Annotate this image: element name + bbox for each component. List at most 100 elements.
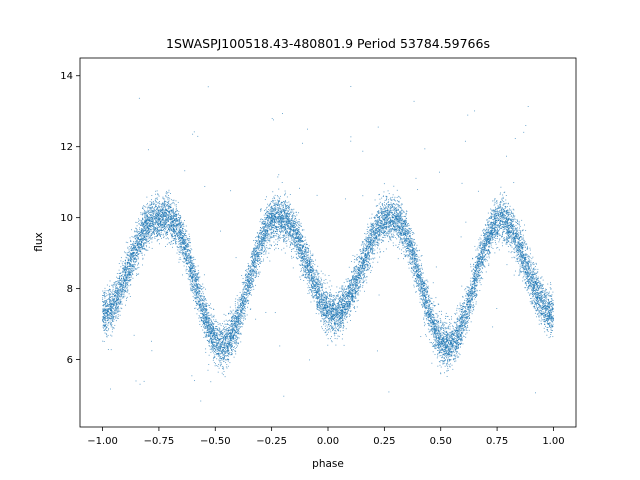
data-point [141, 241, 143, 243]
data-point [540, 313, 542, 315]
data-point [175, 225, 177, 227]
data-point [536, 303, 538, 305]
data-point [512, 229, 513, 231]
data-point [466, 322, 468, 324]
data-point [107, 322, 109, 323]
data-point [540, 291, 542, 293]
data-point [179, 250, 181, 252]
data-point [212, 323, 214, 325]
data-point [322, 313, 324, 315]
data-point [302, 256, 304, 257]
data-point [360, 259, 362, 261]
data-point [513, 220, 515, 222]
data-point [278, 217, 280, 219]
data-point [210, 322, 212, 324]
data-point [357, 268, 359, 269]
data-point [532, 285, 534, 287]
data-point [388, 212, 390, 214]
data-point [306, 283, 308, 285]
data-point [520, 251, 522, 253]
data-point [180, 226, 182, 228]
data-point [455, 338, 457, 339]
data-point [303, 229, 305, 231]
data-point [246, 279, 248, 281]
data-point [181, 238, 183, 240]
data-point [298, 229, 300, 231]
data-point [385, 228, 387, 230]
data-point [121, 280, 123, 282]
data-point [342, 285, 344, 287]
data-point [330, 293, 332, 295]
data-point [193, 286, 195, 288]
data-point [274, 212, 276, 214]
data-point [515, 233, 516, 234]
data-point [445, 341, 447, 343]
data-point [254, 249, 255, 251]
data-point [468, 303, 470, 305]
data-point [341, 309, 343, 311]
data-point [528, 256, 530, 257]
data-point [497, 231, 499, 233]
data-point [513, 182, 515, 184]
data-point [389, 236, 391, 238]
data-point [114, 298, 115, 300]
data-point [231, 344, 232, 346]
data-point [164, 198, 166, 200]
data-point [107, 289, 109, 291]
data-point [163, 228, 164, 230]
data-point [213, 331, 215, 333]
data-point [552, 317, 554, 319]
data-point [118, 273, 120, 274]
data-point [435, 330, 437, 332]
data-point [507, 220, 509, 222]
data-point [399, 210, 401, 212]
data-point [470, 284, 472, 286]
data-point [405, 240, 407, 242]
data-point [478, 255, 480, 257]
data-point [318, 302, 320, 303]
data-point [389, 228, 391, 230]
data-point [493, 231, 495, 232]
data-point [369, 217, 371, 219]
data-point [493, 211, 495, 213]
data-point [259, 243, 261, 245]
data-point [288, 227, 289, 229]
data-point [189, 262, 191, 264]
data-point [286, 202, 288, 204]
data-point [525, 253, 527, 254]
data-point [117, 315, 119, 317]
data-point [312, 282, 314, 283]
data-point [452, 346, 454, 348]
data-point [114, 313, 115, 315]
data-point [289, 241, 291, 242]
data-point [116, 305, 118, 307]
data-point [197, 265, 199, 267]
data-point [384, 217, 386, 219]
data-point [309, 280, 311, 282]
data-point [508, 214, 510, 216]
data-point [531, 303, 533, 305]
data-point [180, 226, 182, 228]
data-point [181, 225, 183, 227]
data-point [217, 337, 219, 339]
data-point [499, 216, 501, 218]
data-point [115, 305, 117, 307]
data-point [472, 283, 474, 285]
data-point [196, 286, 198, 288]
data-point [178, 229, 180, 231]
data-point [356, 256, 358, 258]
data-point [401, 242, 403, 244]
data-point [185, 248, 187, 250]
data-point [544, 295, 546, 296]
data-point [432, 314, 434, 316]
data-point [372, 222, 374, 224]
data-point [523, 257, 525, 259]
data-point [134, 247, 136, 249]
data-point [303, 253, 305, 255]
data-point [118, 263, 120, 264]
data-point [458, 331, 459, 333]
data-point [195, 283, 197, 284]
data-point [348, 286, 350, 288]
data-point [286, 245, 288, 247]
data-point [328, 298, 329, 299]
